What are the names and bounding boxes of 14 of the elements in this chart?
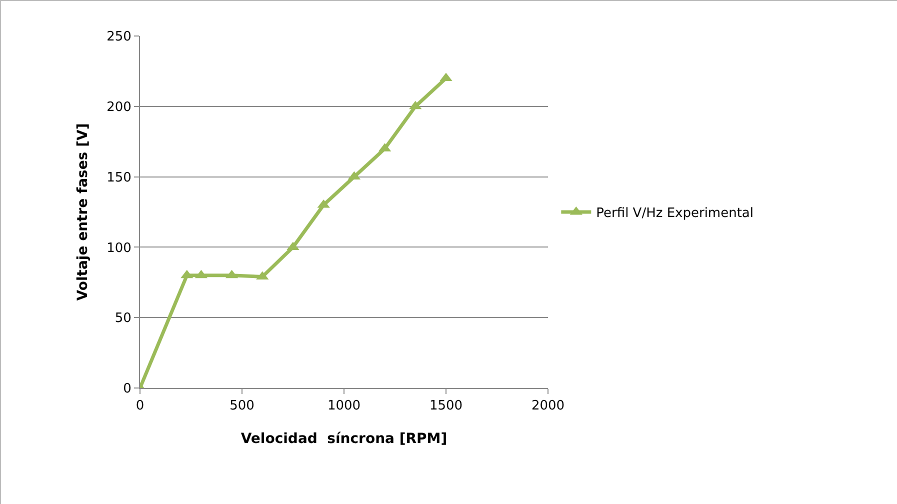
y-tick-label: 250 — [106, 30, 132, 45]
x-tick-label: 2000 — [531, 398, 565, 414]
y-tick-label: 0 — [123, 382, 132, 397]
x-tick-label: 0 — [136, 398, 144, 414]
y-tick-label: 100 — [106, 240, 132, 256]
y-axis-title: Voltaje entre fases [V] — [75, 123, 92, 301]
y-tick-label: 50 — [114, 311, 132, 326]
x-tick-label: 1000 — [327, 398, 361, 414]
x-tick-label: 1500 — [429, 398, 463, 414]
x-axis-title: Velocidad síncrona [RPM] — [240, 430, 448, 447]
x-tick-label: 500 — [230, 398, 254, 414]
y-tick-label: 200 — [106, 100, 132, 115]
legend-label: Perfil V/Hz Experimental — [596, 206, 754, 222]
y-tick-label: 150 — [106, 170, 132, 186]
